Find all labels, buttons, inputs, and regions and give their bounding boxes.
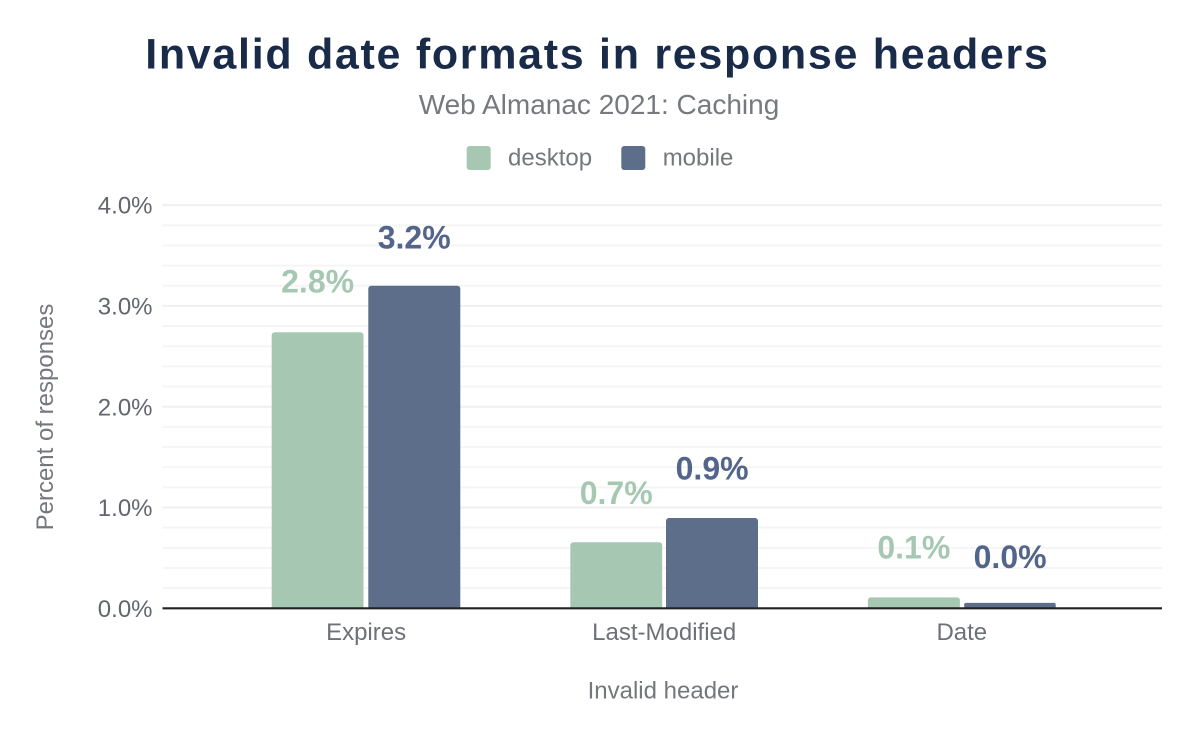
- svg-text:Web Almanac 2021: Caching: Web Almanac 2021: Caching: [419, 89, 780, 120]
- svg-text:Invalid header: Invalid header: [588, 678, 739, 705]
- svg-text:Date: Date: [936, 619, 987, 646]
- svg-text:3.2%: 3.2%: [378, 220, 451, 256]
- svg-text:0.7%: 0.7%: [580, 475, 653, 511]
- svg-text:desktop: desktop: [508, 145, 592, 172]
- svg-text:Percent of responses: Percent of responses: [32, 304, 59, 531]
- svg-text:2.0%: 2.0%: [98, 394, 153, 421]
- svg-text:3.0%: 3.0%: [98, 294, 153, 321]
- svg-text:Last-Modified: Last-Modified: [592, 619, 736, 646]
- svg-text:4.0%: 4.0%: [98, 193, 153, 220]
- svg-text:1.0%: 1.0%: [98, 495, 153, 522]
- svg-text:0.1%: 0.1%: [877, 530, 950, 566]
- svg-text:Expires: Expires: [326, 619, 406, 646]
- svg-text:0.9%: 0.9%: [676, 451, 749, 487]
- svg-text:2.8%: 2.8%: [281, 263, 354, 299]
- svg-text:Invalid date formats in respon: Invalid date formats in response headers: [145, 31, 1049, 79]
- svg-text:0.0%: 0.0%: [974, 539, 1047, 575]
- svg-text:0.0%: 0.0%: [98, 596, 153, 623]
- svg-text:mobile: mobile: [663, 145, 734, 172]
